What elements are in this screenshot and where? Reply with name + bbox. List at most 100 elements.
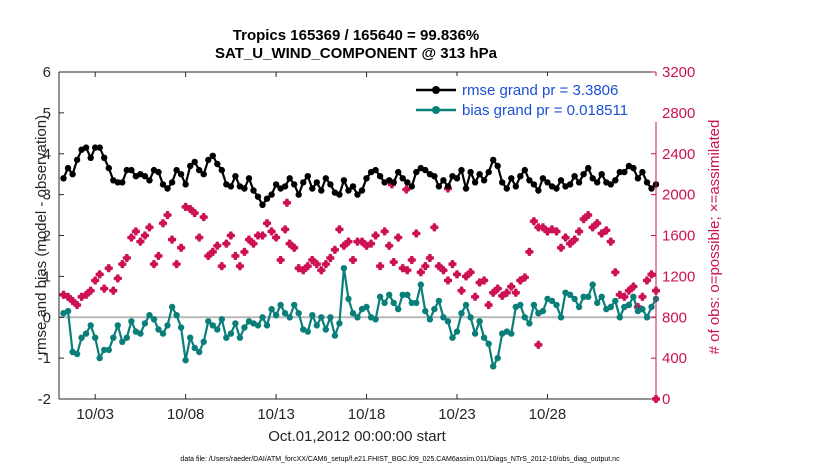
obs-possible-point bbox=[99, 284, 109, 293]
rmse-point bbox=[146, 177, 153, 184]
obs-possible-point bbox=[208, 247, 218, 257]
rmse-point bbox=[404, 179, 411, 186]
rmse-point bbox=[340, 177, 348, 184]
bias-point bbox=[435, 297, 443, 305]
bias-point bbox=[141, 320, 149, 327]
obs-mark-core bbox=[113, 274, 123, 283]
x-tick-label: 10/08 bbox=[167, 406, 205, 423]
bias-point bbox=[291, 301, 298, 309]
rmse-point bbox=[60, 175, 67, 182]
bias-point bbox=[490, 363, 497, 370]
obs-mark-core bbox=[466, 268, 475, 277]
rmse-point bbox=[69, 171, 76, 178]
obs-possible-point bbox=[448, 259, 457, 269]
obs-mark-core bbox=[176, 243, 186, 253]
rmse-point bbox=[526, 177, 533, 184]
obs-mark-core bbox=[131, 227, 141, 236]
bias-point bbox=[119, 338, 126, 345]
obs-mark-core bbox=[317, 266, 326, 275]
obs-mark-core bbox=[68, 296, 77, 306]
bias-point bbox=[417, 281, 424, 288]
bias-point bbox=[476, 318, 483, 325]
x-tick-label: 10/13 bbox=[257, 406, 295, 423]
obs-possible-point bbox=[172, 259, 181, 269]
obs-possible-point bbox=[90, 276, 100, 285]
rmse-point bbox=[630, 164, 637, 172]
bias-point bbox=[345, 295, 352, 303]
rmse-point bbox=[395, 168, 402, 176]
obs-mark-core bbox=[226, 231, 236, 240]
rmse-point bbox=[64, 164, 72, 172]
obs-mark-core bbox=[620, 292, 629, 302]
obs-mark-core bbox=[163, 210, 172, 220]
bias-point bbox=[426, 316, 434, 323]
obs-possible-point bbox=[389, 257, 398, 267]
obs-possible-point bbox=[443, 276, 453, 285]
bias-point bbox=[467, 314, 474, 321]
rmse-point bbox=[499, 179, 506, 186]
rmse-point bbox=[272, 181, 280, 188]
bias-point bbox=[458, 310, 465, 317]
rmse-point bbox=[209, 152, 216, 159]
bias-point bbox=[232, 320, 239, 327]
rmse-point bbox=[354, 191, 361, 198]
obs-possible-point bbox=[457, 286, 466, 295]
bias-point bbox=[110, 334, 117, 341]
bias-point bbox=[557, 314, 565, 321]
obs-mark-core bbox=[534, 340, 543, 350]
bias-point bbox=[390, 299, 397, 307]
bias-point bbox=[177, 324, 185, 331]
obs-mark-core bbox=[235, 261, 245, 271]
obs-possible-point bbox=[353, 237, 362, 246]
obs-mark-core bbox=[95, 270, 104, 279]
bias-point bbox=[309, 312, 316, 319]
obs-mark-core bbox=[443, 276, 453, 285]
bias-point bbox=[277, 301, 284, 309]
x-tick-label: 10/18 bbox=[348, 406, 386, 423]
rmse-point bbox=[254, 193, 262, 200]
obs-mark-core bbox=[389, 257, 398, 267]
bias-point bbox=[209, 322, 216, 329]
y-tick-label: 4 bbox=[43, 146, 51, 163]
obs-mark-core bbox=[330, 245, 340, 255]
obs-mark-core bbox=[407, 255, 417, 265]
obs-mark-core bbox=[127, 233, 136, 242]
rmse-point bbox=[227, 183, 235, 190]
bias-point bbox=[508, 330, 515, 337]
bias-point bbox=[648, 303, 655, 311]
footer-text: data file: /Users/raeder/DAI/ATM_forcXX/… bbox=[180, 456, 620, 463]
obs-possible-point bbox=[407, 255, 417, 265]
rmse-point bbox=[490, 156, 497, 164]
obs-mark-core bbox=[484, 300, 493, 310]
bias-point bbox=[318, 314, 325, 321]
bias-point bbox=[254, 322, 262, 329]
obs-mark-core bbox=[308, 255, 317, 265]
obs-mark-core bbox=[194, 233, 204, 242]
obs-mark-core bbox=[276, 255, 285, 265]
obs-possible-point bbox=[185, 204, 195, 214]
rmse-point bbox=[557, 177, 565, 184]
obs-mark-core bbox=[470, 292, 480, 302]
obs-mark-core bbox=[149, 259, 159, 269]
obs-mark-core bbox=[403, 266, 412, 275]
rmse-point bbox=[268, 191, 275, 198]
bias-point bbox=[548, 297, 556, 305]
rmse-point bbox=[471, 179, 479, 186]
bias-point bbox=[78, 334, 85, 341]
bias-point bbox=[168, 303, 176, 311]
rmse-point bbox=[168, 179, 176, 186]
obs-mark-core bbox=[244, 235, 254, 244]
obs-possible-point bbox=[479, 276, 489, 285]
obs-possible-point bbox=[244, 235, 254, 244]
obs-possible-point bbox=[403, 266, 412, 275]
obs-mark-core bbox=[457, 286, 466, 295]
obs-markers bbox=[59, 180, 661, 404]
obs-possible-point bbox=[253, 231, 263, 240]
obs-mark-core bbox=[629, 282, 638, 291]
obs-mark-core bbox=[461, 272, 471, 281]
obs-possible-point bbox=[276, 255, 285, 265]
obs-possible-point bbox=[470, 292, 480, 302]
obs-mark-core bbox=[154, 251, 163, 261]
bias-point bbox=[607, 303, 614, 311]
bias-point bbox=[272, 312, 280, 319]
